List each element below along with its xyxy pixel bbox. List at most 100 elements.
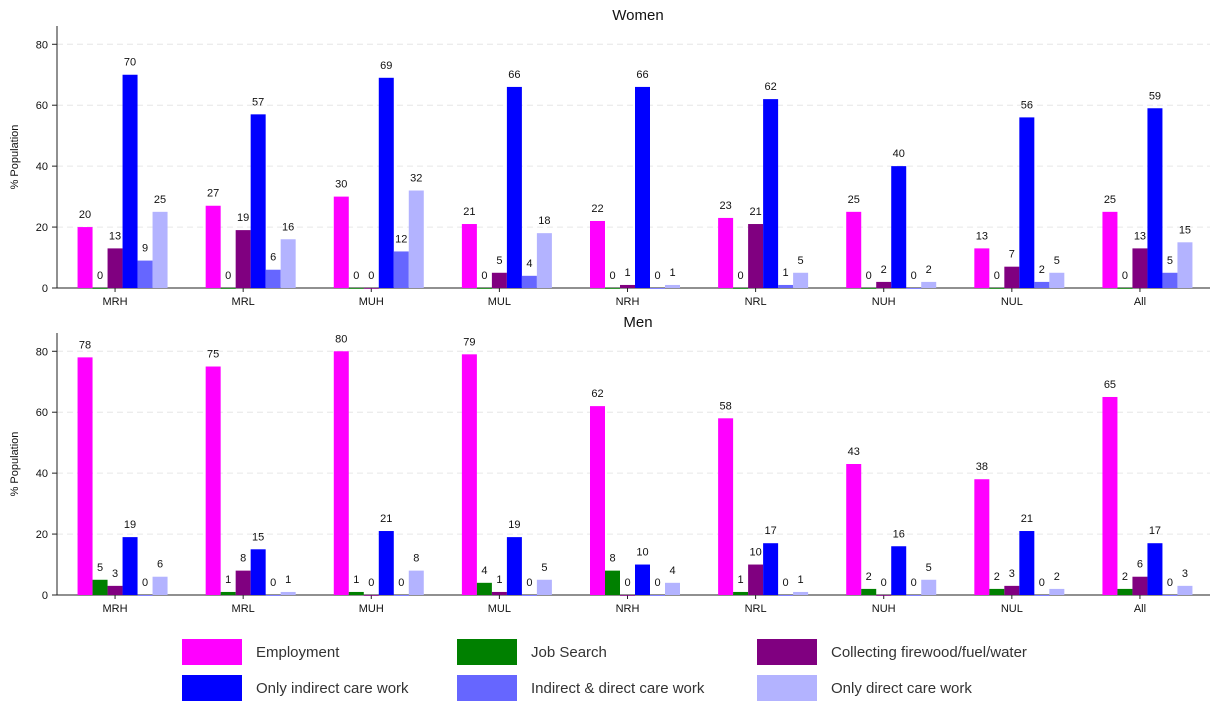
bar-women-nuh-employment [846,211,862,288]
data-label-men-nrh-collecting-firewood-fuel-water: 0 [624,577,630,589]
data-label-women-mrl-collecting-firewood-fuel-water: 19 [237,212,249,224]
bar-men-nrh-only-direct-care-work [665,582,680,595]
y-tick-label-men: 0 [42,590,48,602]
data-label-women-mrl-indirect-direct-care-work: 6 [270,252,276,264]
data-label-women-all-collecting-firewood-fuel-water: 13 [1134,230,1146,242]
y-axis-label-women: % Population [9,125,21,190]
data-label-women-mul-only-direct-care-work: 18 [538,215,550,227]
data-label-men-mrl-job-search: 1 [225,574,231,586]
x-tick-label-men: NUL [1001,603,1023,615]
x-tick-label-men: MRH [103,603,128,615]
data-label-men-nuh-indirect-direct-care-work: 0 [911,577,917,589]
data-label-women-mrl-only-direct-care-work: 16 [282,221,294,233]
panel-title-men: Men [623,314,652,331]
data-label-women-nul-collecting-firewood-fuel-water: 7 [1009,249,1015,261]
legend-swatch-indirect-direct-care [457,675,517,701]
y-tick-label-men: 20 [36,529,48,541]
data-label-women-nul-job-search: 0 [994,270,1000,282]
y-tick-label-women: 40 [36,161,48,173]
bar-men-nuh-job-search [861,588,877,595]
data-label-women-mrh-only-indirect-care-work: 70 [124,57,136,69]
bar-men-mul-job-search [476,582,492,595]
data-label-men-mrh-employment: 78 [79,339,91,351]
legend-item-collecting-firewood: Collecting firewood/fuel/water [757,638,1027,666]
bar-men-mrl-indirect-direct-care-work [265,595,281,596]
data-label-women-mrh-indirect-direct-care-work: 9 [142,243,148,255]
bar-women-nrl-employment [718,217,734,288]
data-label-men-mrl-employment: 75 [207,349,219,361]
data-label-men-all-indirect-direct-care-work: 0 [1167,577,1173,589]
data-label-men-nuh-only-direct-care-work: 5 [926,562,932,574]
bar-women-nuh-collecting-firewood-fuel-water [876,281,892,288]
x-tick-label-men: MRL [232,603,255,615]
data-label-men-all-employment: 65 [1104,379,1116,391]
data-label-women-nrh-only-direct-care-work: 1 [669,267,675,279]
data-label-men-muh-indirect-direct-care-work: 0 [398,577,404,589]
legend-swatch-employment [182,639,242,665]
data-label-women-nrh-indirect-direct-care-work: 0 [654,270,660,282]
bar-men-muh-job-search [348,591,364,595]
data-label-women-nrl-employment: 23 [719,200,731,212]
bar-men-all-job-search [1117,588,1133,595]
legend: Employment Job Search Collecting firewoo… [0,630,1225,702]
bar-men-nrl-collecting-firewood-fuel-water [748,564,764,595]
bar-women-nuh-only-indirect-care-work [891,166,907,288]
bar-women-nul-job-search [989,288,1005,289]
data-label-men-mrl-collecting-firewood-fuel-water: 8 [240,553,246,565]
x-tick-label-women: MUL [488,296,511,308]
data-label-men-mrh-only-direct-care-work: 6 [157,559,163,571]
x-tick-label-women: NUH [872,296,896,308]
data-label-men-muh-only-direct-care-work: 8 [413,553,419,565]
bar-women-mrh-only-indirect-care-work [122,74,138,288]
data-label-women-all-only-direct-care-work: 15 [1179,224,1191,236]
data-label-women-mul-only-indirect-care-work: 66 [508,69,520,81]
data-label-men-muh-job-search: 1 [353,574,359,586]
data-label-women-nrh-job-search: 0 [609,270,615,282]
data-label-men-nrl-collecting-firewood-fuel-water: 10 [749,547,761,559]
data-label-men-mul-job-search: 4 [481,565,487,577]
y-tick-label-women: 60 [36,100,48,112]
data-label-men-nul-employment: 38 [976,461,988,473]
bar-women-mrh-indirect-direct-care-work [137,260,153,288]
data-label-women-nul-only-indirect-care-work: 56 [1021,99,1033,111]
data-label-men-all-collecting-firewood-fuel-water: 6 [1137,559,1143,571]
x-tick-label-women: MRL [232,296,255,308]
data-label-men-nrh-job-search: 8 [609,553,615,565]
legend-label-job-search: Job Search [531,643,607,661]
data-label-women-nrl-collecting-firewood-fuel-water: 21 [749,206,761,218]
data-label-men-mul-collecting-firewood-fuel-water: 1 [496,574,502,586]
data-label-men-nul-indirect-direct-care-work: 0 [1039,577,1045,589]
data-label-women-all-only-indirect-care-work: 59 [1149,90,1161,102]
bar-women-all-collecting-firewood-fuel-water [1132,248,1148,288]
data-label-women-muh-job-search: 0 [353,270,359,282]
y-tick-label-women: 20 [36,222,48,234]
legend-swatch-collecting-firewood [757,639,817,665]
data-label-women-nrh-employment: 22 [591,203,603,215]
data-label-women-mrh-only-direct-care-work: 25 [154,194,166,206]
data-label-men-nuh-job-search: 2 [866,571,872,583]
data-label-men-nrl-employment: 58 [719,400,731,412]
data-label-men-muh-collecting-firewood-fuel-water: 0 [368,577,374,589]
bar-men-nrl-indirect-direct-care-work [778,595,794,596]
x-tick-label-men: NUH [872,603,896,615]
legend-swatch-job-search [457,639,517,665]
bar-women-nrh-job-search [605,288,620,289]
bar-men-all-only-direct-care-work [1177,585,1193,595]
y-tick-label-women: 0 [42,283,48,295]
data-label-women-mrl-employment: 27 [207,188,219,200]
data-label-men-nrl-indirect-direct-care-work: 0 [783,577,789,589]
bar-men-mrl-job-search [220,591,236,595]
legend-swatch-only-indirect-care [182,675,242,701]
legend-label-only-indirect-care: Only indirect care work [256,679,409,697]
legend-item-employment: Employment [182,638,339,666]
data-label-men-all-job-search: 2 [1122,571,1128,583]
bar-men-nrh-only-indirect-care-work [635,564,650,595]
bar-men-mrl-employment [205,366,221,595]
bar-men-nrl-job-search [733,591,749,595]
data-label-women-nrl-only-direct-care-work: 5 [798,255,804,267]
bar-women-mul-collecting-firewood-fuel-water [491,272,507,288]
data-label-men-nrh-employment: 62 [591,388,603,400]
bar-men-nrh-collecting-firewood-fuel-water [620,595,635,596]
bar-women-all-employment [1102,211,1118,288]
